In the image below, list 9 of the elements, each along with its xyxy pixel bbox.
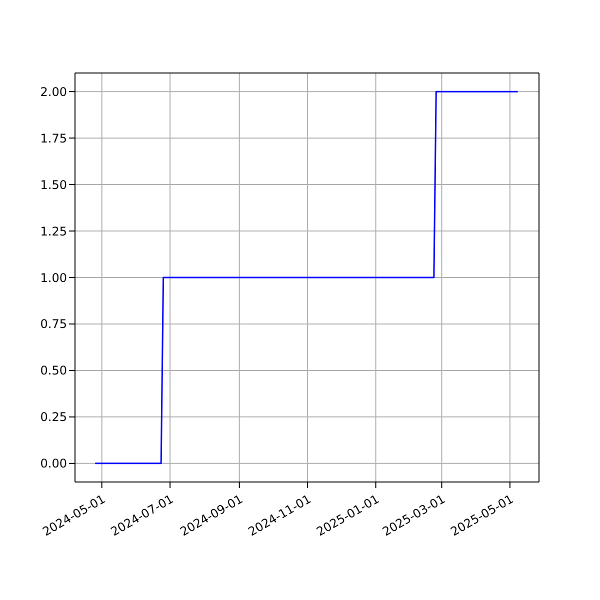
y-tick-label: 1.75 (40, 131, 67, 146)
y-tick-label: 0.50 (40, 364, 67, 378)
y-tick-label: 0.75 (40, 317, 67, 332)
y-tick-label: 1.00 (40, 270, 67, 285)
y-tick-label: 0.00 (40, 456, 67, 471)
y-tick-label: 1.25 (40, 224, 67, 238)
y-tick-label: 2.00 (40, 84, 67, 99)
y-tick-label: 0.25 (40, 410, 67, 424)
y-tick-label: 1.50 (40, 178, 67, 192)
